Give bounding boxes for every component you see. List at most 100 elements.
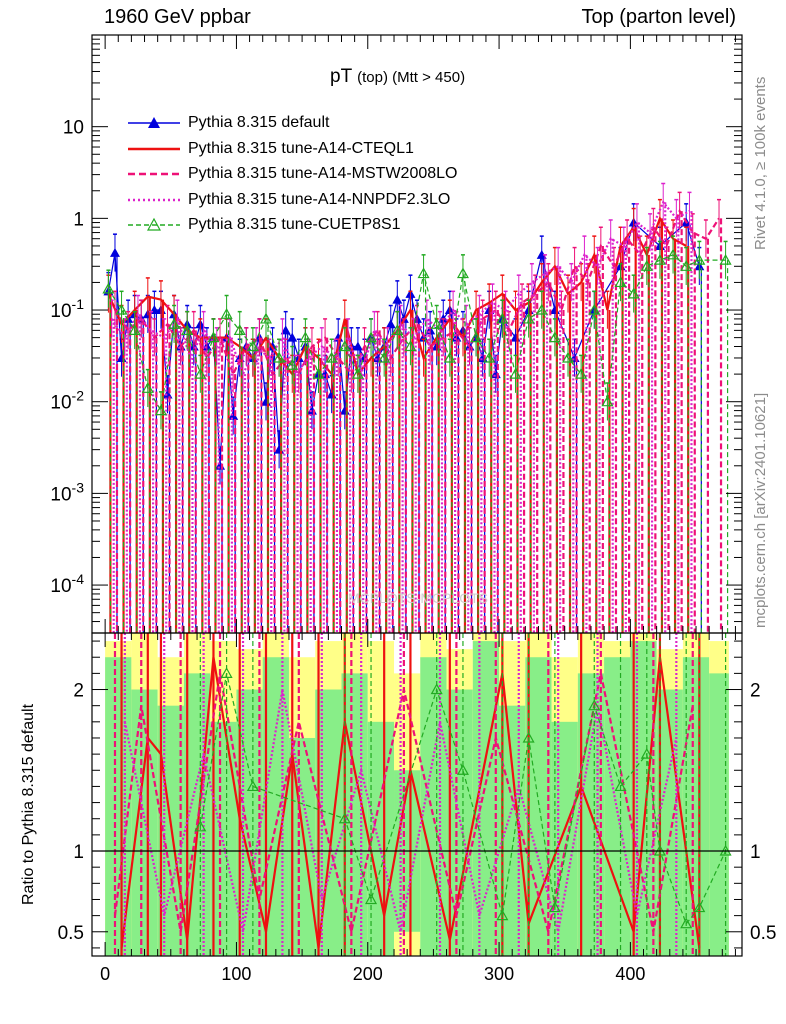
x-tick-label: 0 [100,964,110,984]
legend-marker-nnpdf [128,198,180,201]
point-cuetp [535,303,548,315]
point-cuetp [509,367,522,379]
point-default [109,247,120,257]
series-line-mstw [114,208,720,377]
rivet-version-label: Rivet 4.1.0, ≥ 100k events [752,76,769,250]
watermark: MCPLOTS-MCPLOTS [348,590,488,606]
point-cuetp [496,312,509,324]
ratio-point-cuetp [365,893,378,905]
point-cuetp [653,253,666,265]
ratio-y-tick-label-right: 1 [750,842,761,863]
ratio-line-nnpdf [123,689,678,933]
point-cuetp [575,367,588,379]
legend-marker-mstw [128,172,180,176]
point-cuetp [338,340,351,352]
plot-title-main: pT [330,66,352,87]
point-default [280,325,291,335]
point-cuetp [404,340,417,352]
point-cuetp [667,248,680,260]
ratio-point-cuetp [548,901,561,913]
ratio-point-cuetp [338,812,351,824]
header-process-label: Top (parton level) [581,6,736,28]
ratio-point-cuetp [496,909,509,921]
legend-label-nnpdf: Pythia 8.315 tune-A14-NNPDF2.3LO [188,190,451,208]
point-cuetp [561,351,575,363]
point-cuetp [102,282,115,294]
ratio-band-green [131,689,158,956]
point-cuetp [299,331,312,343]
point-default [385,319,396,329]
point-default [228,410,239,420]
point-cuetp [719,253,732,265]
point-default [287,332,298,342]
ratio-point-cuetp [456,764,469,775]
point-cuetp [168,317,181,329]
header-energy-label: 1960 GeV ppbar [104,6,251,28]
ratio-y-tick-label-right: 2 [750,681,761,702]
point-cuetp [325,351,338,363]
ratio-y-tick-label-right: 0.5 [750,923,776,944]
y-tick-label-main: 10-1 [50,296,84,322]
point-cuetp [522,312,535,324]
main-series-lines [102,182,732,633]
point-cuetp [430,317,443,329]
y-tick-label-main: 10-3 [50,479,84,505]
point-cuetp [601,395,614,407]
x-tick-label: 300 [484,964,514,984]
point-cuetp [351,367,364,379]
ratio-point-cuetp [693,901,706,913]
point-cuetp [470,331,483,343]
point-cuetp [259,312,273,324]
legend-marker-default [128,117,180,128]
point-cuetp [693,253,706,265]
y-tick-label-main: 10 [63,118,84,139]
x-tick-label: 200 [353,964,383,984]
ratio-point-cuetp [614,780,627,792]
ratio-panel-frame [91,632,743,957]
legend-label-cteql1: Pythia 8.315 tune-A14-CTEQL1 [188,139,414,157]
legend-marker-cteql1 [128,147,180,150]
ratio-band-green [682,657,710,956]
plot-title-sub: (top) (Mtt > 450) [357,69,466,86]
ratio-band-green [105,657,132,956]
ratio-y-tick-label-left: 0.5 [58,923,84,944]
ratio-point-cuetp [640,747,653,759]
y-tick-label-main: 10-2 [50,388,84,414]
ratio-point-cuetp [220,667,233,678]
legend-label-cuetp: Pythia 8.315 tune-CUETP8S1 [188,216,401,233]
point-cuetp [483,351,496,363]
y-tick-label-main: 10-4 [50,571,84,597]
point-cuetp [456,267,469,279]
x-tick-label: 400 [615,964,645,984]
legend-label-mstw: Pythia 8.315 tune-A14-MSTW2008LO [188,165,458,182]
point-cuetp [233,324,246,335]
point-cuetp [220,307,233,319]
plot-title: pT (top) (Mtt > 450) [330,66,465,88]
ratio-series-lines [92,633,742,956]
point-cuetp [115,303,128,315]
ratio-band-green [709,673,729,956]
ratio-y-tick-label-left: 1 [73,842,84,863]
point-cuetp [286,358,299,370]
point-cuetp [141,382,154,393]
ratio-point-cuetp [194,820,207,832]
point-cuetp [246,340,259,352]
point-cuetp [391,324,404,335]
ratio-point-cuetp [588,699,601,711]
point-cuetp [443,351,456,363]
point-cuetp [207,331,220,343]
ratio-point-cuetp [246,780,259,792]
point-cuetp [548,331,561,343]
mcplots-label: mcplots.cern.ch [arXiv:2401.10621] [752,392,769,628]
point-cuetp [194,367,207,379]
point-default [352,341,363,351]
legend-label-default: Pythia 8.315 default [188,114,330,131]
point-cuetp [417,267,430,279]
point-cuetp [181,324,194,335]
y-tick-label-main: 1 [73,209,84,230]
ratio-point-cuetp [430,683,443,695]
ratio-axis-label: Ratio to Pythia 8.315 default [20,703,37,905]
point-cuetp [627,287,640,299]
point-cuetp [378,351,391,363]
